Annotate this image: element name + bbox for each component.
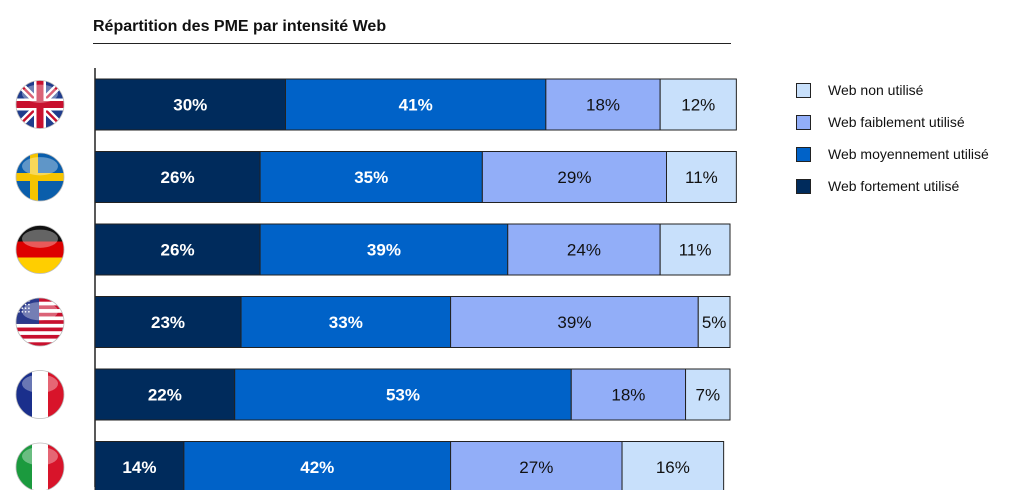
bar-segment <box>659 78 737 131</box>
bar-segment <box>259 223 509 276</box>
bar-value-label: 30% <box>173 96 207 115</box>
bar-segment <box>697 296 731 348</box>
bar-segment <box>450 441 623 490</box>
legend-label: Web faiblement utilisé <box>828 114 965 130</box>
flag-sweden-icon <box>15 152 65 202</box>
bar-value-label: 11% <box>679 241 712 260</box>
bar-segment <box>450 296 699 348</box>
bar-row: 26% 35% 29% 11% <box>94 151 737 203</box>
bar-value-label: 22% <box>148 386 182 405</box>
bar-value-label: 23% <box>151 313 185 332</box>
legend-label: Web moyennement utilisé <box>828 146 989 162</box>
legend-label: Web non utilisé <box>828 82 924 98</box>
bar-row: 14% 42% 27% 16% <box>94 441 725 490</box>
bar-value-label: 18% <box>586 96 620 115</box>
chart-title: Répartition des PME par intensité Web <box>93 18 387 35</box>
bar-value-label: 42% <box>300 458 334 477</box>
bar-value-label: 16% <box>656 458 690 477</box>
bar-value-label: 24% <box>567 241 601 260</box>
title-divider <box>93 43 731 44</box>
bar-segment <box>285 78 547 131</box>
legend-swatch <box>796 83 811 98</box>
flag-france-icon <box>15 370 65 419</box>
bar-segment <box>240 296 452 348</box>
bar-value-label: 18% <box>611 386 645 405</box>
bar-value-label: 12% <box>681 96 715 115</box>
bar-segment <box>545 78 661 131</box>
bar-row: 30% 41% 18% 12% <box>94 78 737 131</box>
bar-segment <box>507 223 661 276</box>
flag-italy-icon <box>15 442 65 490</box>
flag-germany-icon <box>15 225 65 274</box>
bar-value-label: 41% <box>399 96 433 115</box>
bar-segment <box>259 151 483 203</box>
bar-value-label: 14% <box>122 458 156 477</box>
bar-segment <box>621 441 725 490</box>
bar-value-label: 26% <box>161 241 195 260</box>
bar-value-label: 53% <box>386 386 420 405</box>
bar-segment <box>94 296 242 348</box>
legend-swatch <box>796 115 811 130</box>
bar-segment <box>570 368 687 421</box>
legend-swatch <box>796 179 811 194</box>
bar-segment <box>94 78 286 131</box>
bar-value-label: 26% <box>161 168 195 187</box>
bar-row: 26% 39% 24% 11% <box>94 223 731 276</box>
bar-value-label: 11% <box>685 168 718 187</box>
bar-value-label: 5% <box>702 313 727 332</box>
bar-value-label: 33% <box>329 313 363 332</box>
legend-label: Web fortement utilisé <box>828 178 960 194</box>
bar-segment <box>685 368 731 421</box>
bar-segment <box>659 223 731 276</box>
bar-value-label: 29% <box>557 168 591 187</box>
bar-value-label: 39% <box>367 241 401 260</box>
bar-segment <box>94 368 236 421</box>
legend-swatch <box>796 147 811 162</box>
bar-value-label: 7% <box>695 386 720 405</box>
bar-segment <box>94 441 185 490</box>
bar-value-label: 39% <box>557 313 591 332</box>
bar-segment <box>666 151 737 203</box>
bar-segment <box>94 223 261 276</box>
bar-value-label: 35% <box>354 168 388 187</box>
flag-uk-icon <box>15 80 65 129</box>
bar-row: 23% 33% 39% 5% <box>94 296 731 348</box>
flag-usa-icon <box>15 297 65 347</box>
bar-segment <box>94 151 261 203</box>
bar-row: 22% 53% 18% 7% <box>94 368 731 421</box>
bar-value-label: 27% <box>519 458 553 477</box>
bar-segment <box>234 368 572 421</box>
